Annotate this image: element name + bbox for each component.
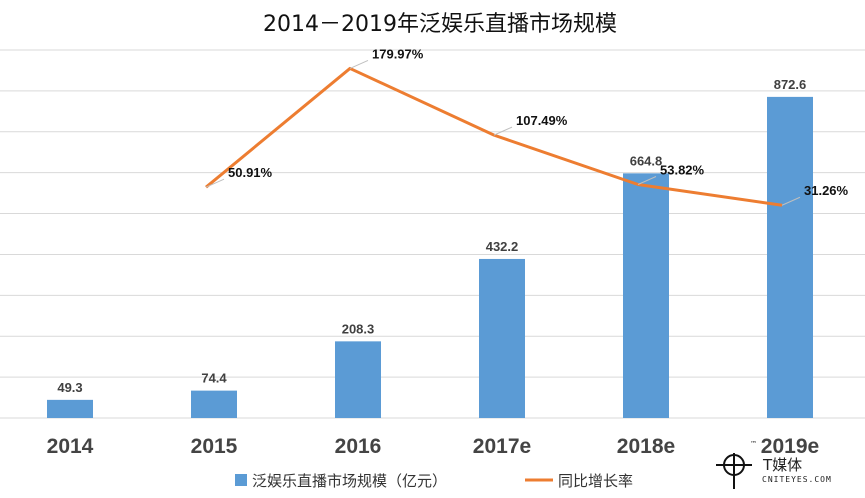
bar-label-2017e: 432.2 [486,239,519,254]
x-tick-2014: 2014 [47,435,94,458]
logo-name: T媒体 [762,456,802,474]
x-tick-2016: 2016 [335,435,382,458]
x-tick-2015: 2015 [191,435,238,458]
bar-2019e [767,96,813,418]
line-label-2019e: 31.26% [804,183,849,198]
gridlines [0,49,865,419]
bar-2016 [335,341,381,418]
x-tick-2018e: 2018e [617,435,675,458]
leader-line [493,126,513,136]
bar-label-2016: 208.3 [342,321,375,336]
chart-title: 2014－2019年泛娱乐直播市场规模 [263,12,617,37]
leader-line [781,196,801,206]
watermark-logo: ™ T媒体 CNITEYES.COM [716,440,832,489]
line-label-2015: 50.91% [228,165,273,180]
bar-label-2019e: 872.6 [774,77,807,92]
bar-2014 [47,399,93,418]
line-series: 50.91% 179.97% 107.49% 53.82% 31.26% [205,46,849,207]
bar-label-2015: 74.4 [201,371,227,386]
leader-line [349,59,369,69]
line-label-2017e: 107.49% [516,113,568,128]
legend: 泛娱乐直播市场规模（亿元） 同比增长率 [235,472,633,490]
line-label-2016: 179.97% [372,46,424,61]
leader-line [637,176,657,185]
bar-label-2014: 49.3 [57,380,82,395]
x-tick-2017e: 2017e [473,435,531,458]
logo-site: CNITEYES.COM [762,475,832,484]
bar-2018e [623,173,669,418]
bar-series: 49.3 74.4 208.3 432.2 664.8 872.6 [47,77,813,418]
legend-swatch-bars [235,474,247,486]
line-label-2018e: 53.82% [660,162,705,177]
bar-2017e [479,258,525,418]
logo-tm: ™ [750,440,757,448]
growth-line [205,66,783,207]
bar-2015 [191,390,237,418]
leader-line [205,178,225,188]
legend-label-line: 同比增长率 [558,472,633,490]
bar-label-2018e: 664.8 [630,153,663,168]
legend-label-bars: 泛娱乐直播市场规模（亿元） [252,472,447,490]
x-tick-2019e: 2019e [761,435,819,458]
x-axis-ticks: 2014 2015 2016 2017e 2018e 2019e [47,435,820,458]
